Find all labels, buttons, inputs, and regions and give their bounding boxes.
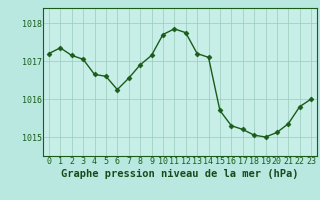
X-axis label: Graphe pression niveau de la mer (hPa): Graphe pression niveau de la mer (hPa) [61, 169, 299, 179]
